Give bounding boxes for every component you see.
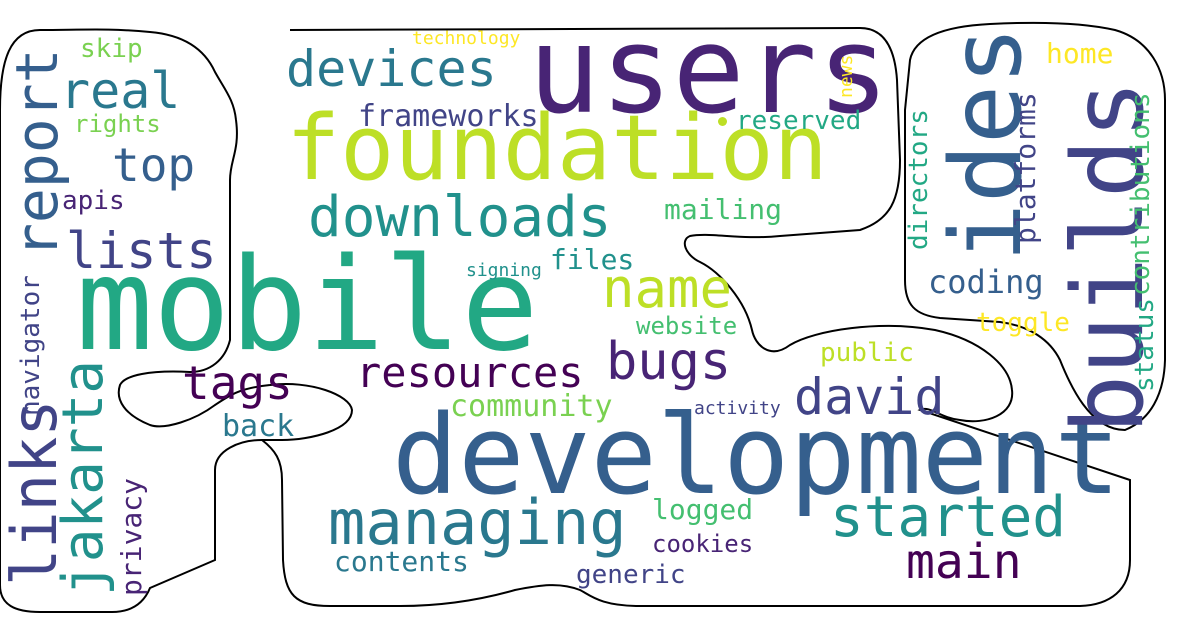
word-contents: contents	[334, 545, 469, 578]
word-users: users	[528, 2, 890, 141]
word-report: report	[3, 48, 71, 258]
word-home: home	[1046, 37, 1114, 70]
word-tags: tags	[182, 356, 293, 410]
word-mailing: mailing	[664, 193, 783, 226]
word-name: name	[602, 257, 733, 320]
word-contributions: contributions	[1126, 92, 1156, 297]
word-toggle: toggle	[976, 308, 1070, 338]
word-downloads: downloads	[308, 185, 612, 250]
word-resources: resources	[356, 348, 584, 397]
outline-left	[0, 28, 354, 613]
word-managing: managing	[328, 486, 627, 559]
word-apis: apis	[62, 186, 125, 216]
word-started: started	[830, 485, 1067, 550]
word-activity: activity	[694, 398, 781, 419]
word-cookies: cookies	[652, 530, 754, 558]
word-technology: technology	[412, 28, 521, 49]
outline-center	[261, 26, 1131, 607]
word-frameworks: frameworks	[358, 99, 539, 134]
word-back: back	[222, 409, 295, 444]
word-directors: directors	[904, 109, 934, 250]
word-main: main	[906, 534, 1022, 590]
word-lists: lists	[66, 222, 217, 280]
word-files: files	[550, 243, 635, 276]
word-rights: rights	[74, 110, 161, 138]
word-platforms: platforms	[1009, 92, 1042, 244]
word-top: top	[112, 138, 196, 192]
word-generic: generic	[576, 560, 686, 590]
dot-mark	[718, 117, 727, 126]
word-status: status	[1130, 298, 1160, 392]
word-reserved: reserved	[736, 106, 862, 136]
word-foundation: foundation	[286, 96, 828, 201]
word-public: public	[820, 338, 914, 368]
word-david: david	[794, 368, 945, 426]
word-news: news	[836, 54, 857, 98]
word-skip: skip	[80, 34, 143, 64]
outline-right	[904, 21, 1166, 432]
word-coding: coding	[928, 263, 1044, 301]
word-jakarta: jakarta	[51, 359, 116, 596]
word-devices: devices	[286, 40, 497, 98]
word-website: website	[636, 312, 738, 340]
word-community: community	[450, 389, 613, 424]
word-mobile: mobile	[76, 231, 539, 380]
word-privacy: privacy	[115, 477, 148, 596]
word-signing: signing	[466, 260, 542, 281]
word-bugs: bugs	[606, 332, 732, 392]
word-real: real	[60, 62, 181, 120]
word-navigator: navigator	[16, 275, 46, 416]
word-logged: logged	[652, 493, 754, 526]
word-development: development	[392, 391, 1121, 519]
